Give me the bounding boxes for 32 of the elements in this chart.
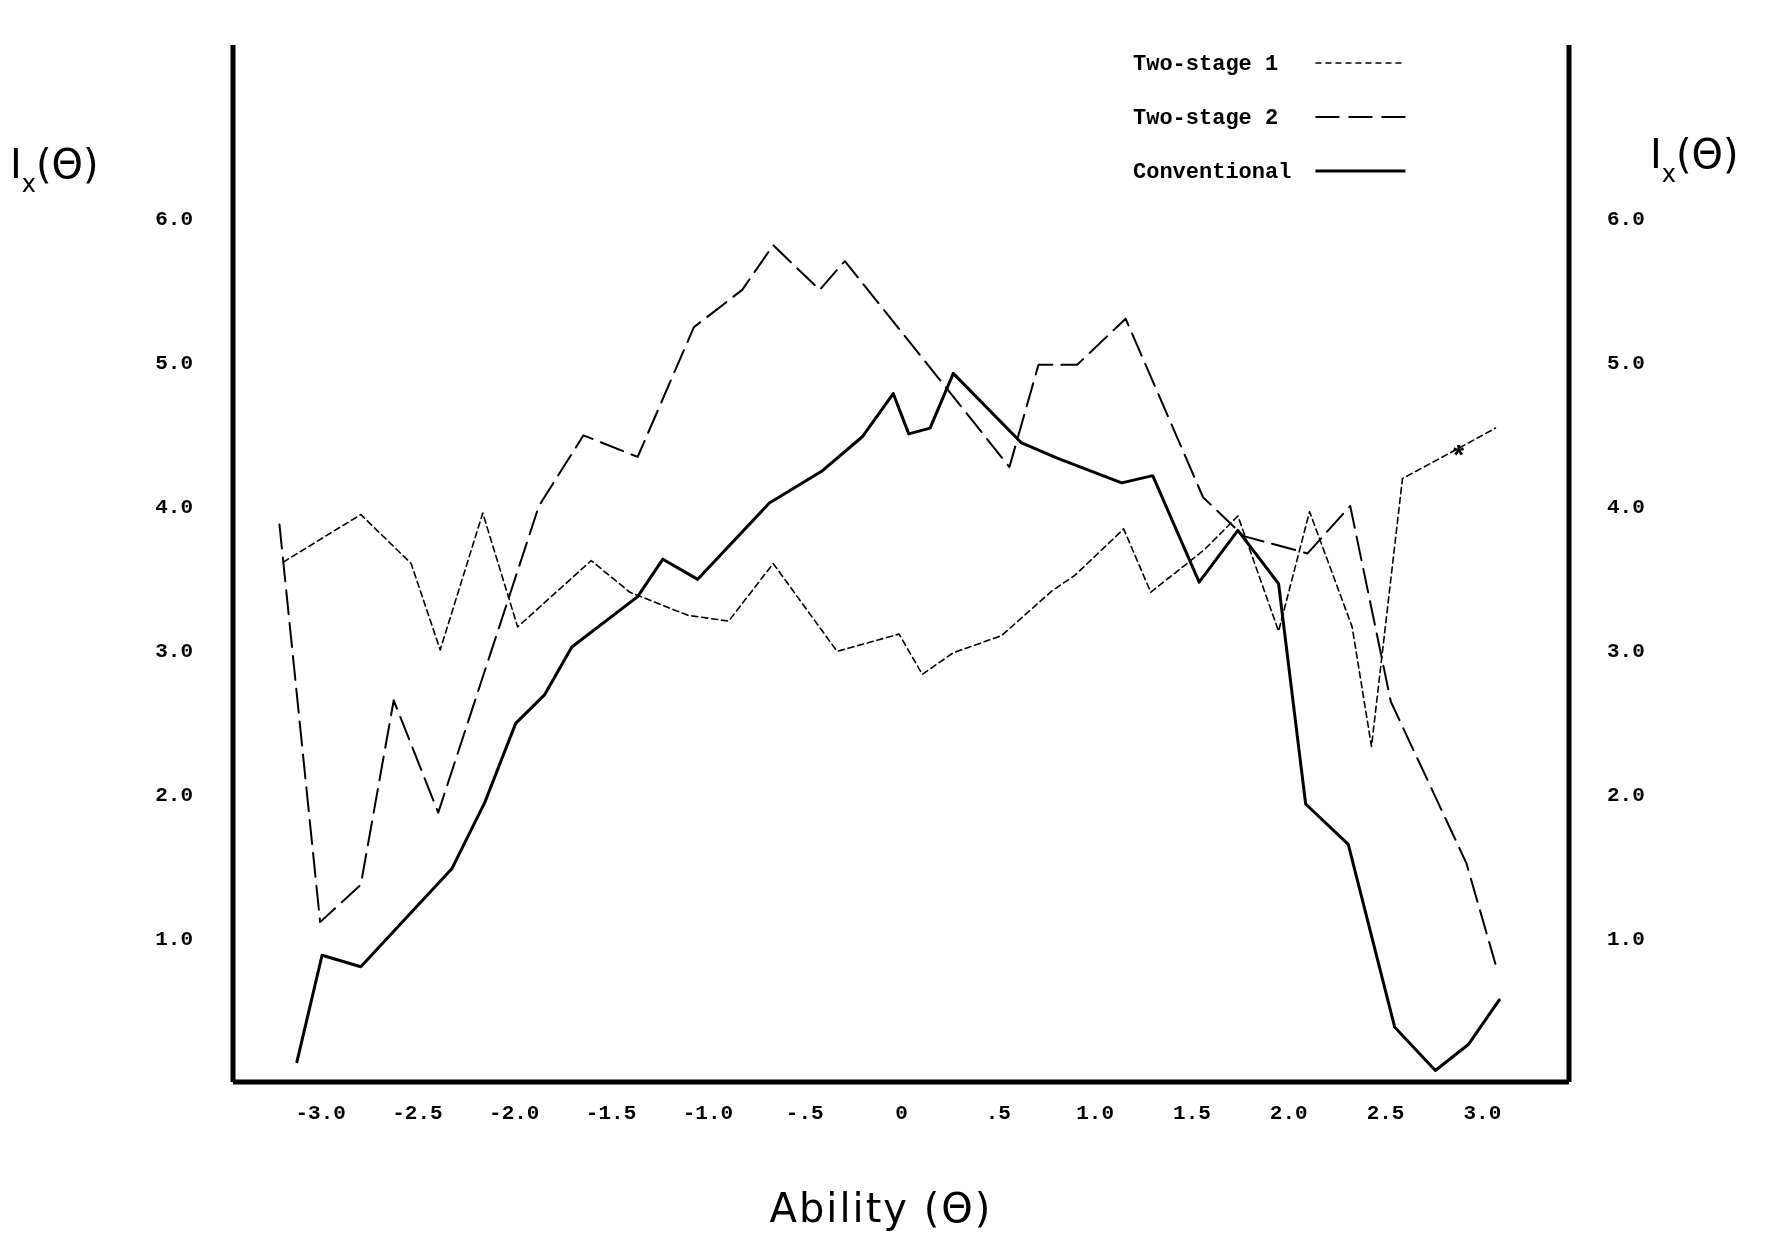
x-tick-label: 0 [895, 1101, 908, 1125]
y-tick-label: 2.0 [155, 784, 193, 808]
x-tick-label: -3.0 [295, 1101, 346, 1125]
y-tick-label: 1.0 [155, 928, 193, 952]
x-tick-label: 3.0 [1463, 1101, 1502, 1125]
y2-tick-label: 3.0 [1607, 640, 1645, 664]
x-tick-label: 1.5 [1173, 1101, 1211, 1125]
x-tick-label: 2.5 [1366, 1101, 1405, 1125]
legend-label: Two-stage 2 [1133, 106, 1279, 131]
y-tick-label: 3.0 [155, 640, 193, 664]
y2-tick-label: 2.0 [1607, 784, 1645, 808]
y2-tick-label: 6.0 [1607, 208, 1645, 232]
y-axis-title: I$_{x}$(Θ) [10, 141, 99, 198]
y2-tick-label: 1.0 [1607, 928, 1645, 952]
y-tick-label: 6.0 [155, 208, 193, 232]
legend-label: Two-stage 1 [1133, 52, 1279, 77]
x-tick-label: -1.0 [682, 1101, 734, 1125]
y2-tick-label: 5.0 [1607, 352, 1645, 376]
x-tick-label: -.5 [785, 1101, 824, 1125]
x-tick-label: -2.0 [489, 1101, 540, 1125]
x-tick-label: -1.5 [585, 1101, 637, 1125]
x-axis-title: Ability (Θ) [769, 1185, 993, 1231]
y2-tick-label: 4.0 [1607, 496, 1645, 520]
x-tick-label: -2.5 [392, 1101, 443, 1125]
y-tick-label: 5.0 [155, 352, 193, 376]
x-tick-label: 1.0 [1076, 1101, 1115, 1125]
y2-axis-title: I$_{x}$(Θ) [1650, 131, 1739, 188]
legend-label: Conventional [1133, 160, 1292, 185]
annotation: * [1450, 442, 1468, 474]
x-tick-label: .5 [985, 1101, 1011, 1125]
x-tick-label: 2.0 [1269, 1101, 1308, 1125]
y-tick-label: 4.0 [155, 496, 193, 520]
